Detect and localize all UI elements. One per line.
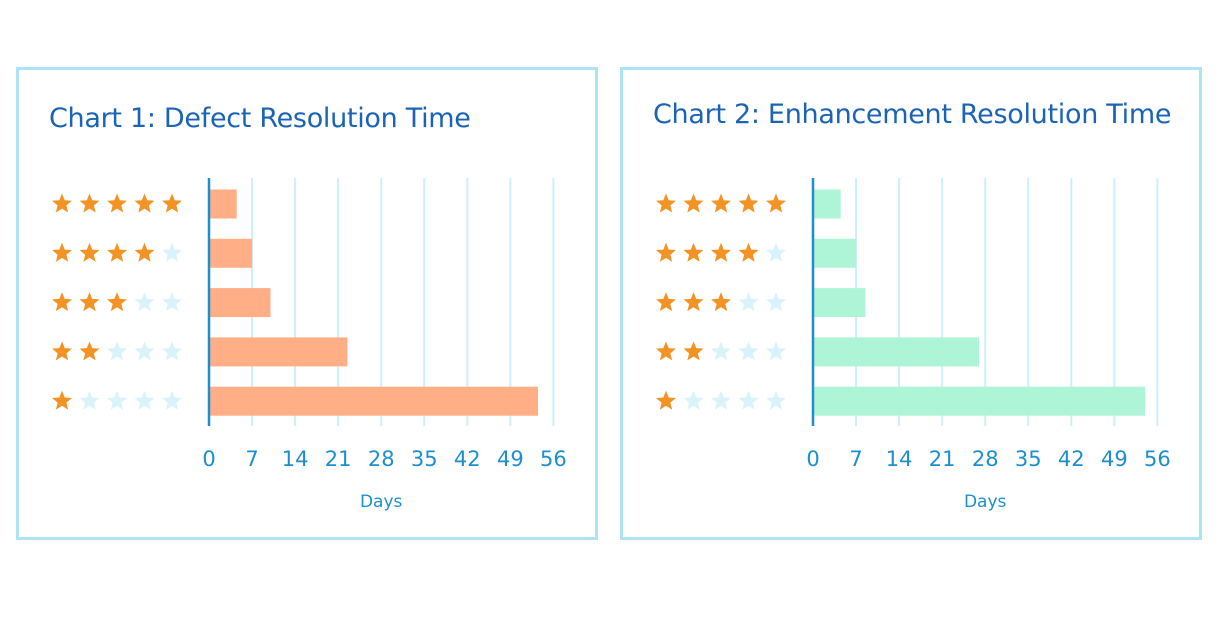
star-empty-icon: [738, 292, 759, 312]
bar: [813, 337, 980, 367]
star-rating-3: [656, 292, 786, 312]
star-empty-icon: [162, 292, 182, 312]
star-filled-icon: [134, 242, 155, 262]
chart-defect-resolution: 0 7 14 21 28 35 42 49 56 Days: [52, 178, 567, 512]
star-filled-icon: [656, 390, 676, 410]
star-empty-icon: [162, 390, 182, 410]
x-axis-title: Days: [964, 492, 1007, 512]
bar: [209, 337, 348, 367]
star-filled-icon: [711, 292, 731, 312]
star-filled-icon: [107, 242, 127, 262]
chart-panel-defect: Chart 1: Defect Resolution Time 0 7 14 21 28…: [16, 67, 598, 540]
x-tick-label: 28: [368, 447, 395, 471]
star-empty-icon: [107, 390, 127, 410]
star-filled-icon: [107, 193, 127, 213]
star-filled-icon: [134, 193, 155, 213]
x-tick-label: 28: [972, 447, 999, 471]
star-filled-icon: [52, 242, 72, 262]
star-filled-icon: [738, 242, 759, 262]
star-rating-2: [52, 341, 182, 361]
star-empty-icon: [134, 390, 155, 410]
star-rating-1: [656, 390, 786, 410]
star-empty-icon: [738, 390, 759, 410]
star-empty-icon: [134, 292, 155, 312]
star-filled-icon: [683, 193, 704, 213]
chart-title: Chart 1: Defect Resolution Time: [49, 103, 471, 134]
x-tick-label: 35: [411, 447, 438, 471]
bar: [813, 238, 857, 268]
x-tick-label: 14: [282, 447, 309, 471]
star-filled-icon: [52, 341, 72, 361]
star-filled-icon: [52, 390, 72, 410]
chart-title: Chart 2: Enhancement Resolution Time: [653, 99, 1172, 130]
star-empty-icon: [162, 242, 182, 262]
star-filled-icon: [656, 242, 676, 262]
star-empty-icon: [134, 341, 155, 361]
star-filled-icon: [656, 292, 676, 312]
star-filled-icon: [107, 292, 127, 312]
x-tick-label: 7: [849, 447, 862, 471]
x-tick-label: 0: [806, 447, 819, 471]
star-filled-icon: [738, 193, 759, 213]
star-rating-4: [656, 242, 786, 262]
star-filled-icon: [683, 292, 704, 312]
star-filled-icon: [683, 242, 704, 262]
bar: [209, 386, 539, 416]
x-tick-label: 7: [245, 447, 258, 471]
bar: [209, 288, 271, 318]
x-tick-label: 0: [202, 447, 215, 471]
star-filled-icon: [683, 341, 704, 361]
star-rating-1: [52, 390, 182, 410]
star-rating-5: [656, 193, 786, 213]
star-filled-icon: [656, 193, 676, 213]
star-filled-icon: [79, 193, 100, 213]
star-filled-icon: [766, 193, 786, 213]
star-empty-icon: [711, 341, 731, 361]
chart-enhancement-resolution: 0 7 14 21 28 35 42 49 56 Days: [656, 178, 1171, 512]
star-rating-5: [52, 193, 182, 213]
x-tick-label: 49: [1101, 447, 1128, 471]
bar: [813, 189, 841, 219]
star-filled-icon: [79, 292, 100, 312]
star-filled-icon: [656, 341, 676, 361]
bar: [813, 386, 1146, 416]
star-empty-icon: [766, 292, 786, 312]
star-empty-icon: [766, 341, 786, 361]
star-empty-icon: [162, 341, 182, 361]
x-tick-label: 42: [454, 447, 481, 471]
bar: [813, 288, 866, 318]
x-tick-label: 42: [1058, 447, 1085, 471]
star-filled-icon: [711, 242, 731, 262]
x-axis-title: Days: [360, 492, 403, 512]
star-rating-4: [52, 242, 182, 262]
star-filled-icon: [162, 193, 182, 213]
star-rating-3: [52, 292, 182, 312]
x-tick-label: 49: [497, 447, 524, 471]
star-filled-icon: [711, 193, 731, 213]
x-tick-label: 56: [1144, 447, 1171, 471]
star-empty-icon: [107, 341, 127, 361]
star-filled-icon: [79, 341, 100, 361]
star-empty-icon: [79, 390, 100, 410]
x-tick-label: 21: [929, 447, 956, 471]
star-empty-icon: [738, 341, 759, 361]
bar: [209, 238, 253, 268]
star-empty-icon: [711, 390, 731, 410]
star-empty-icon: [683, 390, 704, 410]
star-empty-icon: [766, 390, 786, 410]
x-tick-label: 35: [1015, 447, 1042, 471]
star-filled-icon: [52, 292, 72, 312]
star-filled-icon: [52, 193, 72, 213]
x-tick-label: 56: [540, 447, 567, 471]
bar: [209, 189, 237, 219]
star-filled-icon: [79, 242, 100, 262]
x-tick-label: 14: [886, 447, 913, 471]
star-rating-2: [656, 341, 786, 361]
x-tick-label: 21: [325, 447, 352, 471]
star-empty-icon: [766, 242, 786, 262]
